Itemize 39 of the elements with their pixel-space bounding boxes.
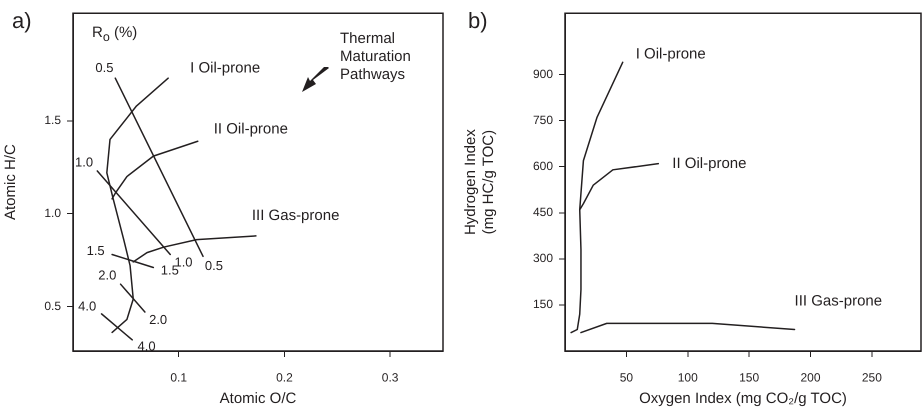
x-axis-title: Oxygen Index (mg CO₂/g TOC) bbox=[639, 390, 847, 408]
y-tick-label: 750 bbox=[532, 112, 554, 127]
annotation: 4.0 bbox=[138, 338, 156, 354]
x-tick-label: 0.1 bbox=[170, 370, 188, 385]
x-tick-label: 0.2 bbox=[276, 370, 294, 385]
y-axis-title: Hydrogen Index (mg HC/g TOC) bbox=[462, 128, 498, 236]
annotation: 1.5 bbox=[86, 242, 105, 258]
series-label: II Oil-prone bbox=[672, 154, 746, 172]
y-tick-label: 0.5 bbox=[44, 298, 62, 313]
y-tick-label: 450 bbox=[532, 205, 554, 220]
y-tick-label: 900 bbox=[532, 66, 554, 81]
x-tick-label: 50 bbox=[620, 370, 634, 385]
x-tick-label: 0.3 bbox=[382, 370, 399, 385]
y-tick-label: 1.5 bbox=[44, 113, 62, 128]
annotation: 2.0 bbox=[149, 312, 168, 327]
annotation: 1.0 bbox=[75, 154, 94, 170]
series-label: I Oil-prone bbox=[636, 45, 706, 62]
chart-title: a) bbox=[12, 8, 32, 34]
chart-title: b) bbox=[468, 8, 488, 34]
series-label: III Gas-prone bbox=[794, 292, 882, 310]
y-tick-label: 600 bbox=[532, 159, 554, 174]
x-tick-label: 200 bbox=[800, 370, 821, 385]
y-tick-label: 150 bbox=[532, 297, 554, 312]
series-label: II Oil-prone bbox=[214, 120, 288, 138]
x-axis-title: Atomic O/C bbox=[220, 390, 296, 408]
annotation: 4.0 bbox=[78, 298, 96, 314]
x-tick-label: 100 bbox=[678, 370, 698, 385]
x-tick-label: 250 bbox=[862, 370, 882, 385]
series-label: I Oil-prone bbox=[190, 59, 260, 76]
y-axis-title: Atomic H/C bbox=[2, 144, 20, 220]
annotation: 0.5 bbox=[204, 258, 223, 273]
annotation: R$_{o}$ (%) bbox=[92, 24, 138, 46]
y-tick-label: 300 bbox=[532, 251, 554, 266]
annotation: 0.5 bbox=[95, 60, 114, 75]
annotation: 2.0 bbox=[98, 267, 116, 282]
x-tick-label: 150 bbox=[739, 370, 760, 385]
series-label: III Gas-prone bbox=[252, 207, 340, 224]
annotation: Thermal Maturation Pathways bbox=[340, 30, 412, 84]
y-tick-label: 1.0 bbox=[44, 206, 62, 220]
